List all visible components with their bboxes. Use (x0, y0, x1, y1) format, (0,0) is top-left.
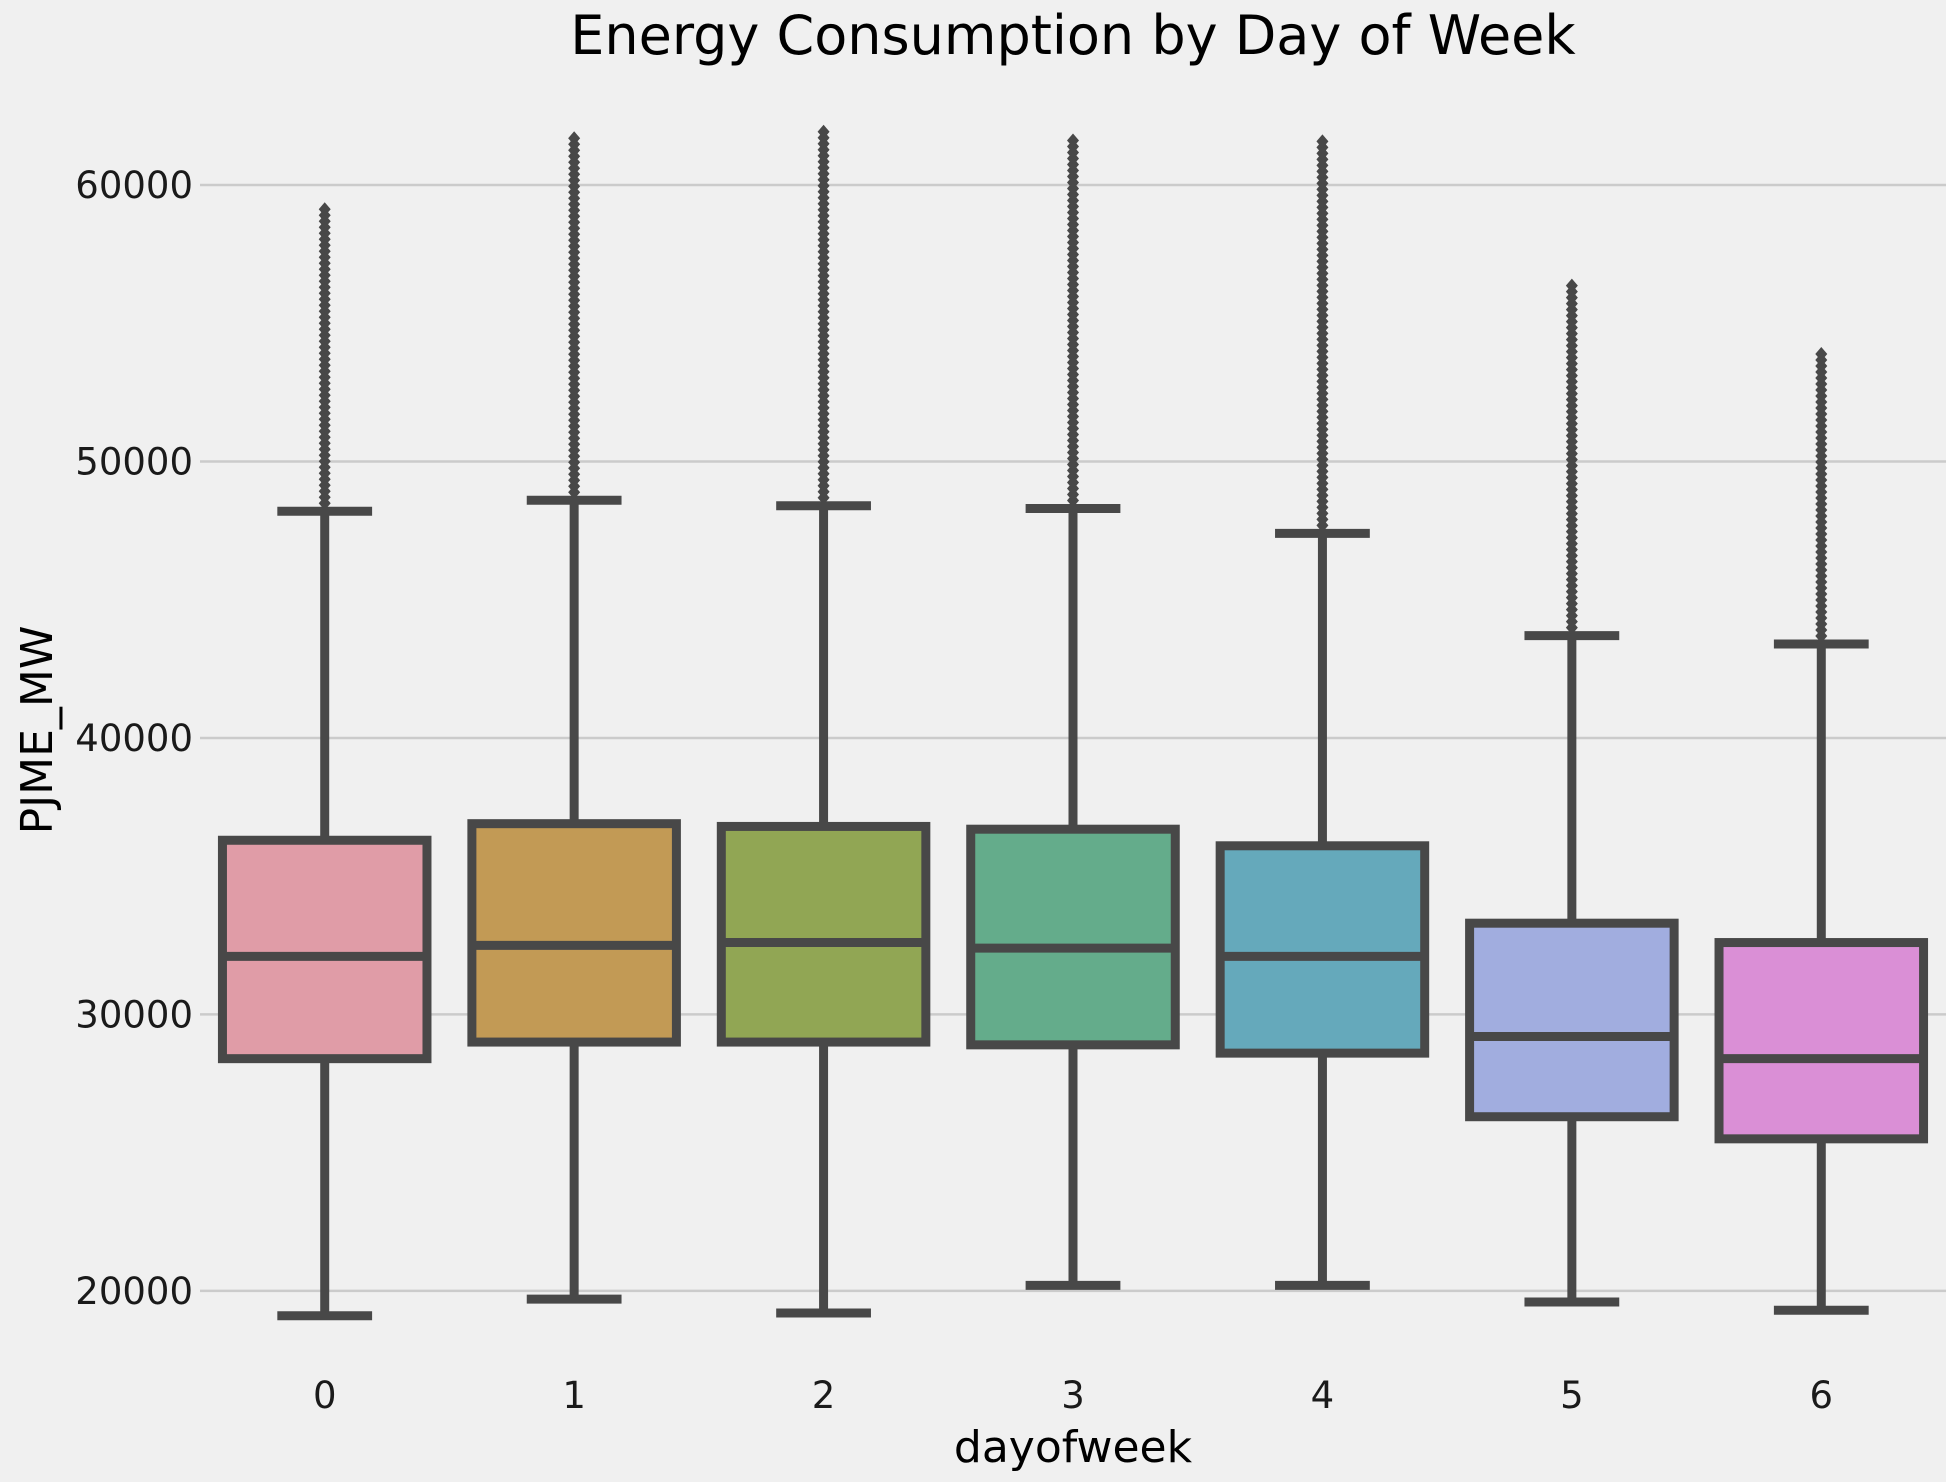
chart-title: Energy Consumption by Day of Week (570, 4, 1576, 67)
box-0 (217, 835, 432, 1064)
x-tick-4: 4 (1311, 1374, 1335, 1417)
x-tick-1: 1 (562, 1374, 586, 1417)
outliers-3 (1067, 133, 1079, 508)
box-group-6 (1714, 346, 1929, 1315)
y-tick-40000: 40000 (75, 717, 193, 760)
y-tick-50000: 50000 (75, 441, 193, 484)
outlier-point (318, 202, 331, 217)
x-tick-3: 3 (1061, 1374, 1085, 1417)
outliers-4 (1316, 134, 1329, 533)
x-tick-labels: 0 1 2 3 4 5 6 (313, 1374, 1833, 1417)
outliers-6 (1815, 346, 1828, 643)
y-tick-labels: 20000 30000 40000 50000 60000 (75, 164, 193, 1313)
outlier-point (1815, 346, 1828, 361)
outliers-1 (568, 131, 581, 500)
box-1 (467, 819, 681, 1047)
box-group-5 (1465, 278, 1679, 1307)
y-tick-20000: 20000 (75, 1270, 193, 1313)
x-tick-2: 2 (812, 1374, 836, 1417)
y-tick-60000: 60000 (75, 164, 193, 207)
outlier-point (1316, 134, 1329, 149)
outliers-0 (318, 202, 331, 511)
box-plots (217, 124, 1929, 1321)
box-group-2 (716, 124, 931, 1318)
box-2 (716, 821, 931, 1047)
x-tick-6: 6 (1810, 1374, 1834, 1417)
outlier-point (1067, 133, 1079, 148)
y-axis-label: PJME_MW (12, 626, 63, 835)
box-5 (1465, 918, 1679, 1122)
outliers-2 (817, 124, 830, 505)
x-axis-label: dayofweek (954, 1422, 1193, 1473)
box-group-0 (217, 202, 432, 1321)
y-tick-30000: 30000 (75, 993, 193, 1036)
x-tick-0: 0 (313, 1374, 337, 1417)
outlier-point (1565, 278, 1578, 293)
box-3 (966, 824, 1180, 1050)
x-tick-5: 5 (1560, 1374, 1584, 1417)
box-group-1 (467, 131, 681, 1304)
box-group-3 (966, 133, 1180, 1290)
outlier-point (568, 131, 581, 146)
box-6 (1714, 938, 1929, 1144)
outliers-5 (1565, 278, 1578, 635)
outlier-point (817, 124, 830, 139)
box-group-4 (1215, 134, 1430, 1290)
box-4 (1215, 841, 1430, 1058)
